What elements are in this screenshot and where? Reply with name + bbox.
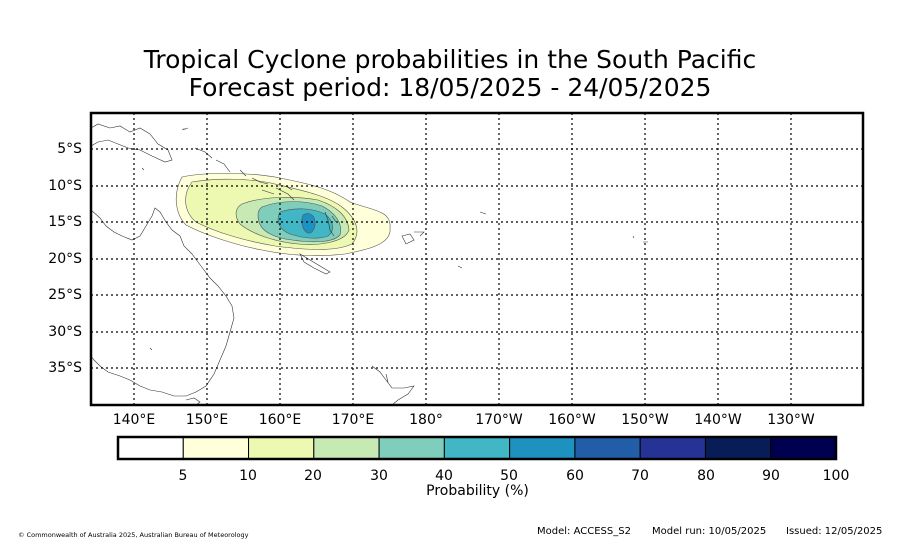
probability-contours bbox=[175, 173, 391, 256]
colorbar-label-60: 60 bbox=[566, 468, 584, 484]
colorbar-bin-50-60 bbox=[509, 436, 576, 460]
colorbar bbox=[117, 436, 837, 460]
colorbar-bin-30-40 bbox=[378, 436, 445, 460]
lon-label-140e: 140°E bbox=[112, 412, 156, 428]
colorbar-label-100: 100 bbox=[822, 468, 850, 484]
lat-label-35s: 35°S bbox=[48, 360, 82, 376]
colorbar-label-90: 90 bbox=[762, 468, 780, 484]
lon-label-160e: 160°E bbox=[258, 412, 302, 428]
lat-label-10s: 10°S bbox=[48, 178, 82, 194]
lon-label-170w: 170°W bbox=[475, 412, 523, 428]
colorbar-bin-40-50 bbox=[443, 436, 511, 460]
coast-new-zealand bbox=[371, 365, 415, 405]
lat-label-5s: 5°S bbox=[57, 141, 82, 157]
coast-solomon bbox=[251, 177, 295, 201]
gridlines bbox=[91, 113, 863, 405]
lon-label-130w: 130°W bbox=[767, 412, 815, 428]
lat-label-15s: 15°S bbox=[48, 214, 82, 230]
lon-label-150e: 150°E bbox=[185, 412, 229, 428]
coast-vanuatu bbox=[324, 211, 337, 237]
lat-label-20s: 20°S bbox=[48, 251, 82, 267]
coast-new-guinea bbox=[91, 123, 173, 163]
chart-title-line1: Tropical Cyclone probabilities in the So… bbox=[143, 45, 757, 74]
coast-small-islands bbox=[141, 128, 648, 351]
contour-50 bbox=[301, 213, 316, 234]
colorbar-label-70: 70 bbox=[631, 468, 649, 484]
chart-title-line2: Forecast period: 18/05/2025 - 24/05/2025 bbox=[188, 73, 712, 102]
coast-australia bbox=[91, 207, 235, 397]
colorbar-label-10: 10 bbox=[239, 468, 257, 484]
colorbar-bin-5-10 bbox=[182, 436, 250, 460]
colorbar-label-80: 80 bbox=[697, 468, 715, 484]
colorbar-border bbox=[116, 435, 838, 461]
colorbar-bin-70-80 bbox=[639, 436, 706, 460]
lon-label-160w: 160°W bbox=[548, 412, 596, 428]
colorbar-label-20: 20 bbox=[304, 468, 322, 484]
colorbar-title: Probability (%) bbox=[426, 483, 529, 499]
colorbar-bin-60-70 bbox=[574, 436, 641, 460]
copyright-notice: © Commonwealth of Australia 2025, Austra… bbox=[18, 531, 249, 539]
colorbar-label-5: 5 bbox=[178, 468, 188, 484]
coastlines bbox=[91, 123, 648, 405]
lat-label-25s: 25°S bbox=[48, 287, 82, 303]
colorbar-bin-0-5 bbox=[117, 436, 184, 460]
coast-new-caledonia bbox=[299, 253, 331, 275]
lon-label-150w: 150°W bbox=[621, 412, 669, 428]
colorbar-label-30: 30 bbox=[370, 468, 388, 484]
model-run-date: Model run: 10/05/2025 bbox=[652, 526, 767, 537]
colorbar-label-50: 50 bbox=[500, 468, 518, 484]
model-name: Model: ACCESS_S2 bbox=[537, 526, 631, 537]
lon-label-170e: 170°E bbox=[331, 412, 375, 428]
colorbar-bin-80-90 bbox=[704, 436, 772, 460]
coast-fiji bbox=[401, 231, 425, 245]
lon-label-140w: 140°W bbox=[694, 412, 742, 428]
coast-tasmania bbox=[185, 397, 201, 405]
issued-date: Issued: 12/05/2025 bbox=[786, 526, 883, 537]
colorbar-bin-10-20 bbox=[248, 436, 315, 460]
colorbar-label-40: 40 bbox=[435, 468, 453, 484]
lon-label-180: 180° bbox=[409, 412, 443, 428]
lat-label-30s: 30°S bbox=[48, 324, 82, 340]
colorbar-bin-20-30 bbox=[313, 436, 380, 460]
colorbar-bin-90-100 bbox=[770, 436, 837, 460]
map-border bbox=[89, 111, 865, 407]
